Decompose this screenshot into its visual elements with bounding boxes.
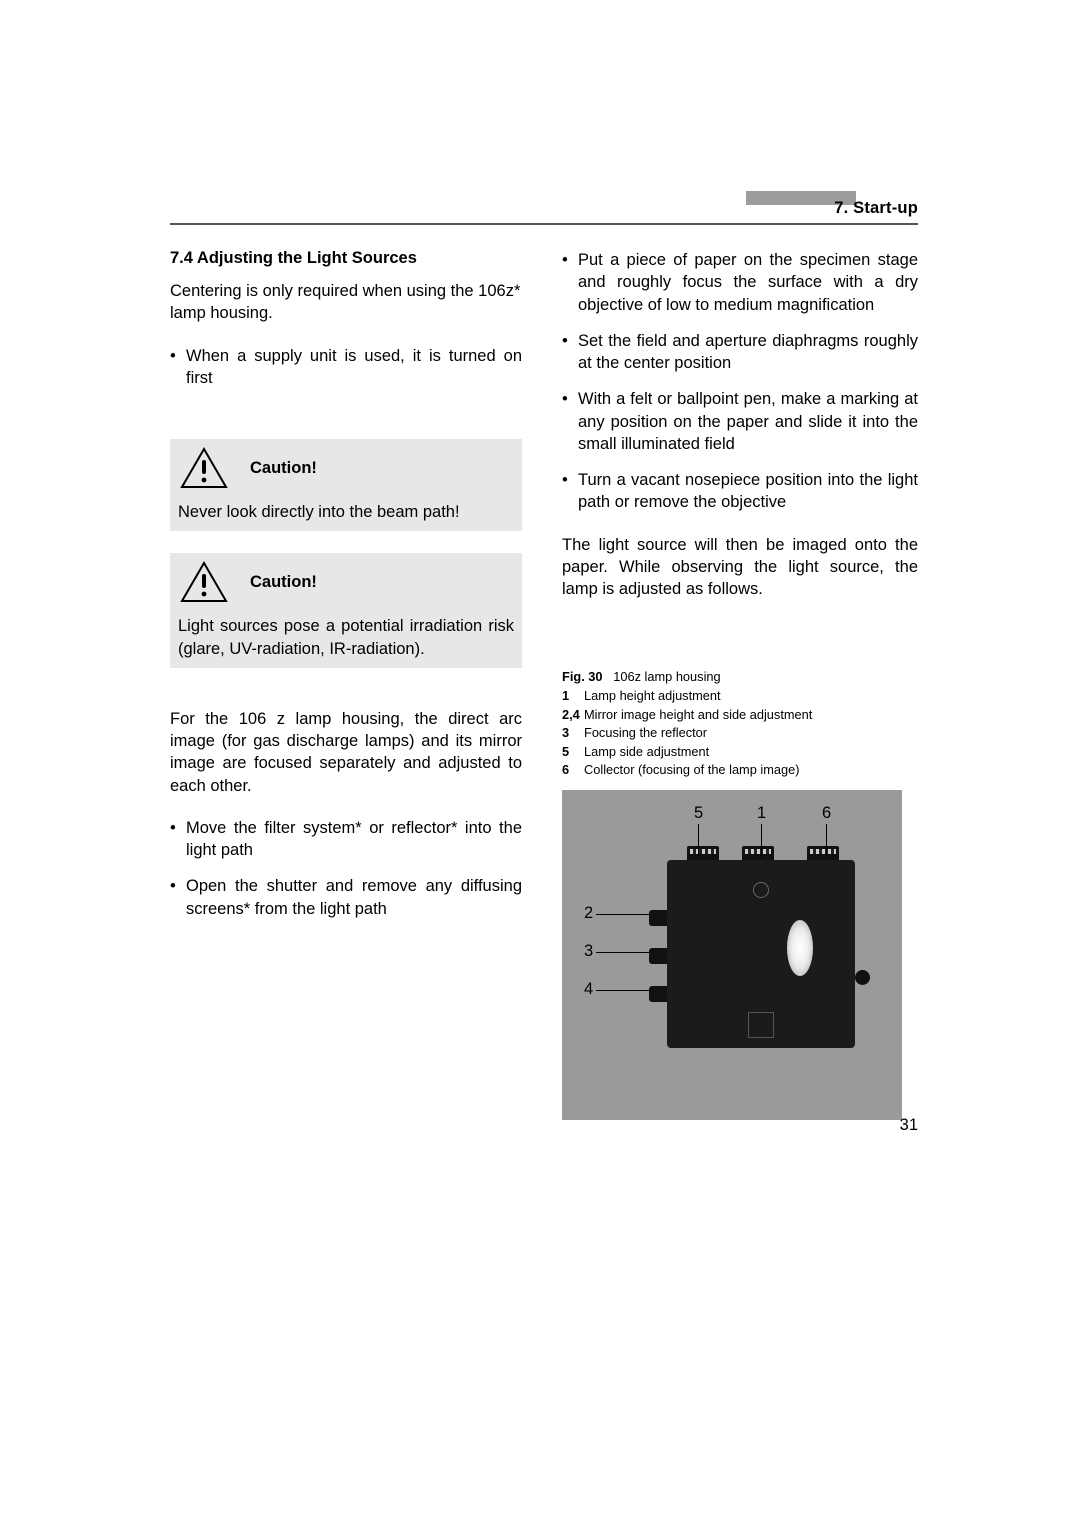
leader-line [761,824,762,858]
list-item: Turn a vacant nosepiece position into th… [562,469,918,514]
annotation-3: 3 [584,942,593,961]
list-item: When a supply unit is used, it is turned… [170,345,522,390]
leader-line [596,990,650,991]
caution-body: Never look directly into the beam path! [178,501,514,523]
top-knob [742,846,774,860]
warning-icon [178,559,230,605]
annotation-6: 6 [822,804,831,823]
page-number: 31 [170,1116,918,1135]
legend-label: Lamp side adjustment [584,744,709,759]
header-rule [170,223,918,225]
list-item: Put a piece of paper on the specimen sta… [562,249,918,316]
two-columns: 7.4 Adjusting the Light Sources Centerin… [170,249,918,1120]
list-item: Set the field and aperture diaphragms ro… [562,330,918,375]
figure-image: 5 1 6 2 3 4 [562,790,902,1120]
figure-number: Fig. 30 [562,669,603,684]
legend-key: 5 [562,743,584,762]
caution-block-1: Caution! Never look directly into the be… [170,439,522,531]
leader-line [698,824,699,858]
lens-element [787,920,813,976]
section-header: 7. Start-up [170,199,918,218]
bullet-list: Move the filter system* or reflector* in… [170,817,522,920]
legend-key: 3 [562,724,584,743]
list-item: With a felt or ballpoint pen, make a mar… [562,388,918,455]
caution-label: Caution! [250,459,317,478]
annotation-4: 4 [584,980,593,999]
mirror-paragraph: For the 106 z lamp housing, the direct a… [170,708,522,797]
column-right: Put a piece of paper on the specimen sta… [562,249,918,1120]
caution-header: Caution! [178,445,514,491]
leader-line [826,824,827,858]
square-marking [748,1012,774,1038]
result-paragraph: The light source will then be imaged ont… [562,534,918,601]
caution-header: Caution! [178,559,514,605]
leader-line [596,952,650,953]
legend-label: Focusing the reflector [584,725,707,740]
bullet-list: When a supply unit is used, it is turned… [170,345,522,390]
subsection-heading: 7.4 Adjusting the Light Sources [170,249,522,268]
figure-title: 106z lamp housing [613,669,720,684]
column-left: 7.4 Adjusting the Light Sources Centerin… [170,249,522,1120]
figure-caption: Fig. 30 106z lamp housing 1Lamp height a… [562,668,918,779]
side-knob [649,948,667,964]
side-screw [855,970,870,985]
annotation-1: 1 [757,804,766,823]
top-knob [807,846,839,860]
annotation-2: 2 [584,904,593,923]
list-item: Move the filter system* or reflector* in… [170,817,522,862]
annotation-5: 5 [694,804,703,823]
lamp-housing-body [667,860,855,1048]
legend-label: Mirror image height and side adjustment [584,707,812,722]
circle-marking [753,882,769,898]
legend-label: Lamp height adjustment [584,688,721,703]
caution-body: Light sources pose a potential irradiati… [178,615,514,660]
intro-paragraph: Centering is only required when using th… [170,280,522,325]
legend-key: 2,4 [562,706,584,725]
legend-label: Collector (focusing of the lamp image) [584,762,800,777]
list-item: Open the shutter and remove any diffusin… [170,875,522,920]
top-knob [687,846,719,860]
bullet-list: Put a piece of paper on the specimen sta… [562,249,918,514]
side-knob [649,910,667,926]
legend-key: 6 [562,761,584,780]
side-knob [649,986,667,1002]
warning-icon [178,445,230,491]
caution-block-2: Caution! Light sources pose a potential … [170,553,522,668]
leader-line [596,914,650,915]
caution-label: Caution! [250,573,317,592]
legend-key: 1 [562,687,584,706]
